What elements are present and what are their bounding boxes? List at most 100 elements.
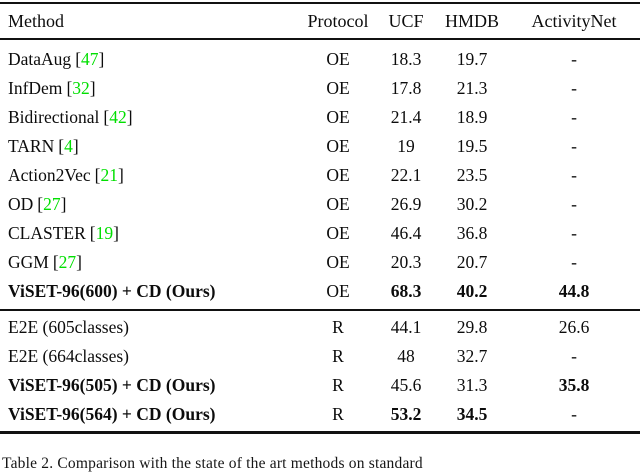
citation-link[interactable]: [47]: [75, 49, 104, 69]
ucf-cell: 45.6: [390, 375, 422, 395]
method-name: OD: [8, 194, 34, 214]
bracket-open: [: [37, 194, 44, 214]
bracket-open: [: [89, 223, 96, 243]
hmdb-cell: 29.8: [456, 317, 488, 337]
protocol-cell: R: [332, 404, 344, 424]
method-name: ViSET-96(564) + CD (Ours): [8, 404, 216, 424]
table-row: E2E (664classes)[] R 48 32.7 -: [0, 342, 640, 371]
citation-link[interactable]: [42]: [103, 107, 132, 127]
hmdb-cell: 20.7: [456, 252, 488, 272]
hmdb-cell: 19.7: [456, 49, 488, 69]
ucf-cell: 26.9: [390, 194, 422, 214]
citation-number[interactable]: 32: [72, 78, 90, 98]
table-bottom-rule: [0, 431, 640, 434]
bracket-close: ]: [117, 165, 124, 185]
activitynet-cell: -: [571, 165, 577, 185]
column-header-protocol: Protocol: [307, 11, 369, 31]
method-cell: Bidirectional [42]: [0, 103, 300, 132]
table-row: TARN [4] OE 19 19.5 -: [0, 132, 640, 161]
method-cell: E2E (664classes)[]: [0, 342, 300, 371]
citation-number[interactable]: 19: [95, 223, 114, 243]
method-cell: CLASTER [19]: [0, 219, 300, 248]
table-row: OD [27] OE 26.9 30.2 -: [0, 190, 640, 219]
column-header-hmdb: HMDB: [444, 11, 499, 31]
method-name: Action2Vec: [8, 165, 91, 185]
method-name: InfDem: [8, 78, 63, 98]
ucf-cell: 68.3: [390, 281, 422, 301]
activitynet-cell: -: [571, 49, 577, 69]
citation-link[interactable]: [4]: [58, 136, 78, 156]
table-row: Action2Vec [21] OE 22.1 23.5 -: [0, 161, 640, 190]
bracket-close: ]: [126, 107, 133, 127]
column-header-method: Method: [8, 11, 64, 31]
table-row: ViSET-96(505) + CD (Ours)[] R 45.6 31.3 …: [0, 371, 640, 400]
ucf-cell: 53.2: [390, 404, 422, 424]
citation-number[interactable]: 21: [100, 165, 118, 185]
hmdb-cell: 23.5: [456, 165, 488, 185]
method-name: ViSET-96(505) + CD (Ours): [8, 375, 216, 395]
protocol-cell: OE: [326, 107, 350, 127]
method-name: DataAug: [8, 49, 72, 69]
bracket-close: ]: [72, 136, 79, 156]
ucf-cell: 19: [397, 136, 415, 156]
citation-link[interactable]: [27]: [53, 252, 82, 272]
mid-rule: [0, 309, 640, 311]
table-body-oe: DataAug [47] OE 18.3 19.7 - InfDem [32] OE…: [0, 40, 640, 309]
table-top-rule: [0, 2, 640, 4]
ucf-cell: 18.3: [390, 49, 422, 69]
bracket-open: [: [75, 49, 82, 69]
citation-number[interactable]: 4: [64, 136, 73, 156]
ucf-cell: 20.3: [390, 252, 422, 272]
hmdb-cell: 34.5: [456, 404, 488, 424]
citation-number[interactable]: 27: [58, 252, 77, 272]
header-rule: [0, 38, 640, 40]
method-name: E2E (605classes): [8, 317, 130, 337]
ucf-cell: 46.4: [390, 223, 422, 243]
activitynet-cell: 35.8: [558, 375, 590, 395]
method-name: E2E (664classes): [8, 346, 130, 366]
citation-link[interactable]: [27]: [37, 194, 66, 214]
method-cell: Action2Vec [21]: [0, 161, 300, 190]
protocol-cell: OE: [326, 252, 350, 272]
bracket-close: ]: [113, 223, 119, 243]
method-cell: InfDem [32]: [0, 74, 300, 103]
citation-number[interactable]: 27: [43, 194, 61, 214]
activitynet-cell: -: [571, 136, 577, 156]
protocol-cell: OE: [326, 281, 350, 301]
bracket-close: ]: [98, 49, 105, 69]
hmdb-cell: 36.8: [456, 223, 488, 243]
table-header-row: Method Protocol UCF HMDB ActivityNet: [0, 4, 640, 38]
citation-link[interactable]: [32]: [66, 78, 95, 98]
ucf-cell: 48: [397, 346, 415, 366]
bracket-open: [: [66, 78, 73, 98]
citation-link[interactable]: [21]: [95, 165, 124, 185]
protocol-cell: R: [332, 317, 344, 337]
method-name: TARN: [8, 136, 55, 156]
hmdb-cell: 30.2: [456, 194, 488, 214]
table-row: GGM [27] OE 20.3 20.7 -: [0, 248, 640, 277]
method-cell: TARN [4]: [0, 132, 300, 161]
citation-number[interactable]: 42: [109, 107, 127, 127]
protocol-cell: R: [332, 375, 344, 395]
method-cell: DataAug [47]: [0, 45, 300, 74]
bracket-close: ]: [76, 252, 82, 272]
activitynet-cell: -: [571, 252, 577, 272]
column-header-ucf: UCF: [388, 11, 424, 31]
citation-link[interactable]: [19]: [90, 223, 119, 243]
protocol-cell: OE: [326, 165, 350, 185]
table-row: ViSET-96(564) + CD (Ours)[] R 53.2 34.5 …: [0, 400, 640, 429]
activitynet-cell: -: [571, 404, 577, 424]
table-row: InfDem [32] OE 17.8 21.3 -: [0, 74, 640, 103]
bracket-open: [: [58, 136, 65, 156]
citation-number[interactable]: 47: [81, 49, 99, 69]
method-cell: E2E (605classes)[]: [0, 313, 300, 342]
hmdb-cell: 40.2: [456, 281, 488, 301]
table-row: Bidirectional [42] OE 21.4 18.9 -: [0, 103, 640, 132]
method-cell: ViSET-96(564) + CD (Ours)[]: [0, 400, 300, 429]
column-header-activitynet: ActivityNet: [531, 11, 617, 31]
table-body-r: E2E (605classes)[] R 44.1 29.8 26.6 E2E …: [0, 311, 640, 431]
protocol-cell: OE: [326, 136, 350, 156]
ucf-cell: 22.1: [390, 165, 422, 185]
bracket-close: ]: [89, 78, 96, 98]
table-row: E2E (605classes)[] R 44.1 29.8 26.6: [0, 313, 640, 342]
